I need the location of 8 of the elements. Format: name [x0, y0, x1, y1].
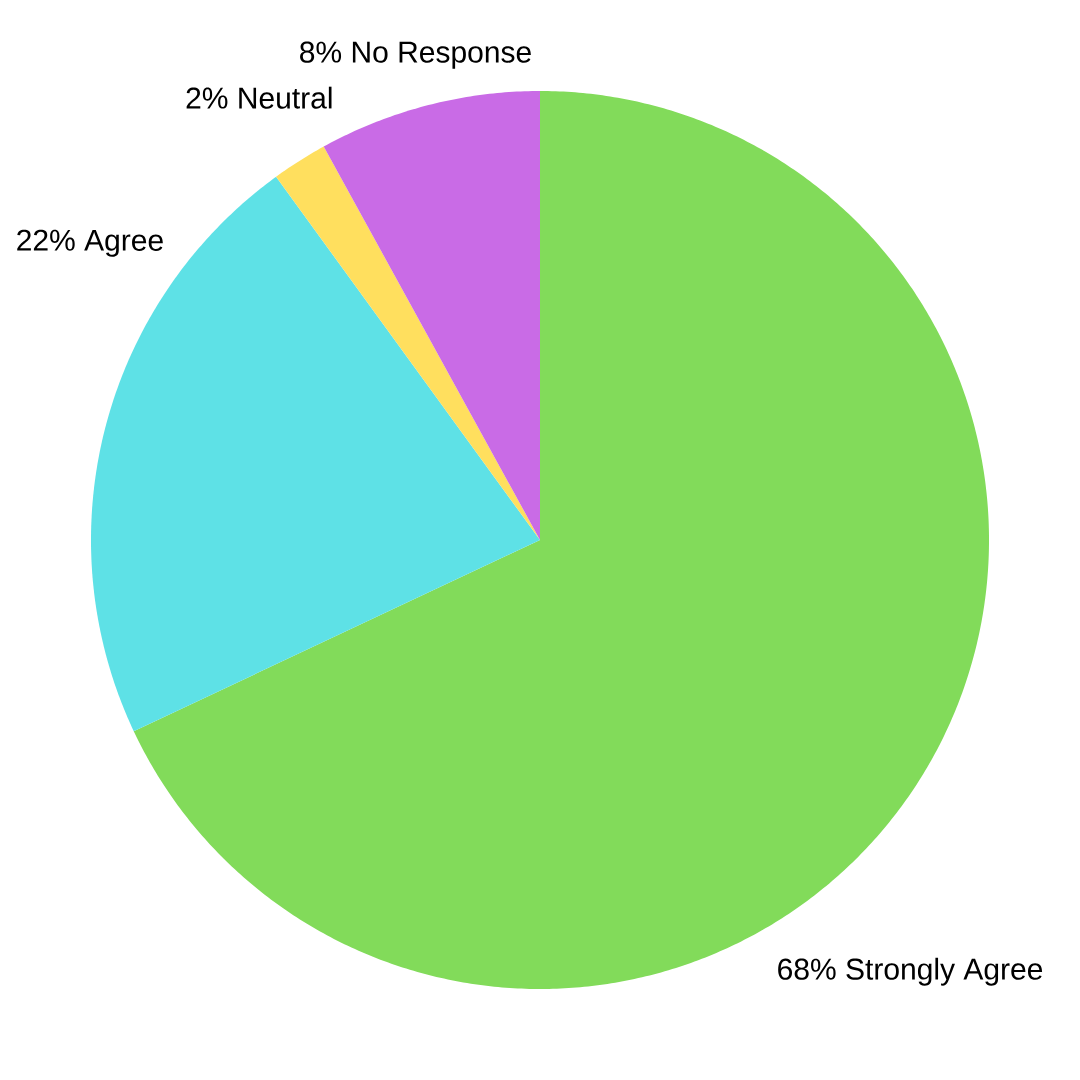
data-label: 8% — [300, 41, 342, 63]
data-label: 2% — [186, 87, 228, 109]
slice-label: No Response — [352, 41, 531, 69]
data-label: 68% — [778, 958, 836, 980]
slice-label: Strongly Agree — [846, 957, 1043, 986]
data-label: 22% — [17, 229, 75, 251]
slice-label: Agree — [84, 229, 163, 257]
slice-label: Neutral — [239, 86, 332, 109]
